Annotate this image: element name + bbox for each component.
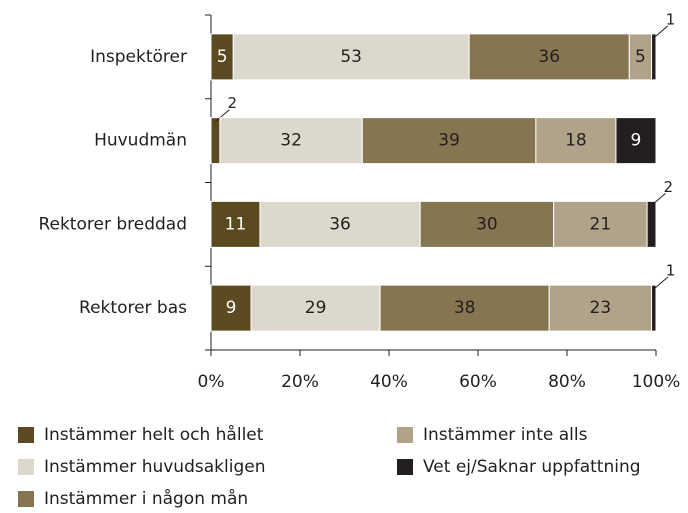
data-label: 1 xyxy=(666,262,676,280)
category-label: Rektorer breddad xyxy=(38,214,187,234)
data-label: 11 xyxy=(225,214,247,234)
bar-segment xyxy=(210,117,221,165)
bar-segment xyxy=(646,200,657,248)
legend-swatch xyxy=(18,491,34,507)
x-tick-label: 0% xyxy=(198,372,225,392)
leader-line xyxy=(653,25,669,39)
bar-segment xyxy=(468,33,630,81)
legend-label: Instämmer helt och hållet xyxy=(44,424,264,445)
data-label: 5 xyxy=(217,47,228,67)
bar-segment xyxy=(651,33,657,81)
data-label: 32 xyxy=(280,131,302,151)
data-label: 18 xyxy=(565,131,587,151)
data-label: 39 xyxy=(438,131,460,151)
data-label: 2 xyxy=(664,178,674,196)
data-label: 29 xyxy=(305,298,327,318)
data-label: 9 xyxy=(226,298,237,318)
legend-swatch xyxy=(18,459,34,475)
x-tick-label: 40% xyxy=(370,372,408,392)
data-label: 2 xyxy=(227,94,237,112)
bar-segment xyxy=(651,284,657,332)
legend-label: Instämmer huvudsakligen xyxy=(44,457,265,477)
bar-segment xyxy=(219,117,363,165)
leader-line xyxy=(653,276,669,290)
legend-swatch xyxy=(397,459,413,475)
category-label: Rektorer bas xyxy=(79,298,187,318)
x-tick-label: 100% xyxy=(632,372,681,392)
legend-label: Instämmer i någon mån xyxy=(44,488,248,509)
legend-swatch xyxy=(18,427,34,443)
legend-swatch xyxy=(397,427,413,443)
data-label: 21 xyxy=(590,214,612,234)
data-label: 5 xyxy=(635,47,646,67)
data-label: 1 xyxy=(666,10,676,28)
data-label: 53 xyxy=(340,47,362,67)
category-label: Huvudmän xyxy=(94,131,187,151)
data-label: 38 xyxy=(454,298,476,318)
legend-label: Vet ej/Saknar uppfattning xyxy=(423,457,641,477)
bar-segment xyxy=(548,284,653,332)
category-label: Inspektörer xyxy=(90,47,187,67)
data-label: 36 xyxy=(538,47,560,67)
data-label: 36 xyxy=(329,214,351,234)
x-tick-label: 60% xyxy=(459,372,497,392)
bar-segment xyxy=(553,200,648,248)
data-label: 30 xyxy=(476,214,498,234)
bar-segment xyxy=(535,117,617,165)
bar-segment xyxy=(615,117,657,165)
leader-line xyxy=(215,109,230,123)
x-tick-label: 20% xyxy=(281,372,319,392)
bar-segment xyxy=(259,200,421,248)
leader-line xyxy=(651,192,666,206)
data-label: 9 xyxy=(631,131,642,151)
bar-segment xyxy=(232,33,470,81)
bar-segment xyxy=(361,117,537,165)
bar-segment xyxy=(379,284,550,332)
bar-segment xyxy=(250,284,381,332)
bar-segment xyxy=(419,200,555,248)
legend-label: Instämmer inte alls xyxy=(423,425,588,445)
x-tick-label: 80% xyxy=(548,372,586,392)
data-label: 23 xyxy=(590,298,612,318)
